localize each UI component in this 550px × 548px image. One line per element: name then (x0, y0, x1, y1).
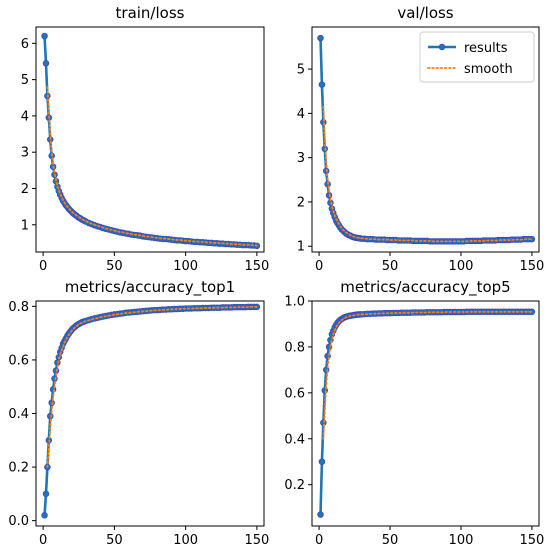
y-tick-label: 1.0 (284, 295, 305, 310)
x-tick-label: 150 (244, 259, 269, 274)
x-tick-label: 0 (39, 259, 47, 274)
results-line (43, 305, 257, 516)
results-point (47, 412, 54, 420)
chart-title: metrics/accuracy_top5 (340, 278, 510, 297)
y-tick-label: 0.2 (8, 461, 29, 476)
y-tick-label: 0.4 (8, 407, 29, 422)
x-tick-label: 150 (519, 533, 544, 548)
plot-area (41, 32, 261, 250)
y-tick-label: 0.2 (284, 478, 305, 493)
results-point (42, 490, 50, 498)
smooth-line (46, 305, 258, 468)
smooth-line (322, 105, 533, 243)
x-tick-label: 0 (315, 259, 323, 274)
y-tick-label: 4 (297, 107, 305, 122)
results-point (42, 60, 50, 67)
x-tick-label: 150 (519, 259, 544, 274)
chart-panel-3: metrics/accuracy_top1 0 50 100 150 0.0 0.2 0.4 0… (8, 278, 269, 548)
x-tick-label: 50 (106, 259, 123, 274)
legend-results-label: results (464, 41, 508, 56)
results-point (318, 81, 326, 88)
legend-smooth-label: smooth (464, 62, 513, 77)
plot-area (41, 303, 261, 519)
results-point (41, 512, 48, 519)
axes-frame (311, 26, 540, 253)
y-tick-label: 0.8 (8, 300, 29, 315)
y-tick-label: 1 (297, 240, 305, 255)
x-tick-label: 150 (244, 533, 269, 548)
axes-frame (311, 300, 540, 527)
x-tick-label: 100 (173, 259, 198, 274)
axes-frame (35, 26, 265, 253)
legend: results smooth (419, 31, 535, 83)
plot-area (317, 34, 536, 245)
y-tick-label: 0.4 (284, 432, 305, 447)
y-tick-label: 0.6 (284, 386, 305, 401)
x-tick-label: 50 (106, 533, 123, 548)
y-tick-label: 4 (21, 109, 29, 124)
y-tick-label: 3 (297, 151, 305, 166)
x-tick-label: 100 (449, 533, 474, 548)
results-point (41, 32, 48, 40)
results-point (52, 367, 60, 374)
x-tick-label: 0 (315, 533, 323, 548)
x-tick-label: 50 (382, 259, 399, 274)
x-tick-label: 50 (382, 533, 399, 548)
y-tick-label: 5 (297, 63, 305, 78)
smooth-line (322, 310, 533, 440)
y-tick-label: 2 (297, 195, 305, 210)
x-tick-label: 0 (39, 533, 47, 548)
results-point (317, 511, 324, 518)
chart-panel-1: train/loss 0 50 100 150 1 2 3 4 5 6 (21, 4, 270, 274)
y-tick-label: 3 (21, 146, 29, 161)
y-tick-label: 2 (21, 182, 29, 197)
y-tick-label: 0.8 (284, 340, 305, 355)
x-tick-label: 100 (173, 533, 198, 548)
smooth-line (46, 85, 258, 247)
legend-results-marker (438, 43, 446, 51)
chart-title: metrics/accuracy_top1 (65, 278, 235, 297)
y-tick-label: 6 (21, 37, 29, 52)
plot-area (317, 308, 536, 518)
y-tick-label: 0.6 (8, 353, 29, 368)
results-point (318, 458, 326, 465)
chart-panel-2: val/loss 0 50 100 150 1 2 3 4 5 results smooth (297, 4, 545, 274)
y-tick-label: 5 (21, 73, 29, 88)
results-line (319, 310, 532, 515)
y-tick-label: 1 (21, 218, 29, 233)
results-point (317, 34, 324, 42)
y-tick-label: 0.0 (8, 514, 29, 529)
chart-panel-4: metrics/accuracy_top5 0 50 100 150 0.2 0.4 0.6 0… (284, 278, 544, 548)
chart-title: val/loss (397, 4, 453, 22)
chart-title: train/loss (116, 4, 185, 22)
legend-box (419, 31, 535, 83)
x-tick-label: 100 (449, 259, 474, 274)
